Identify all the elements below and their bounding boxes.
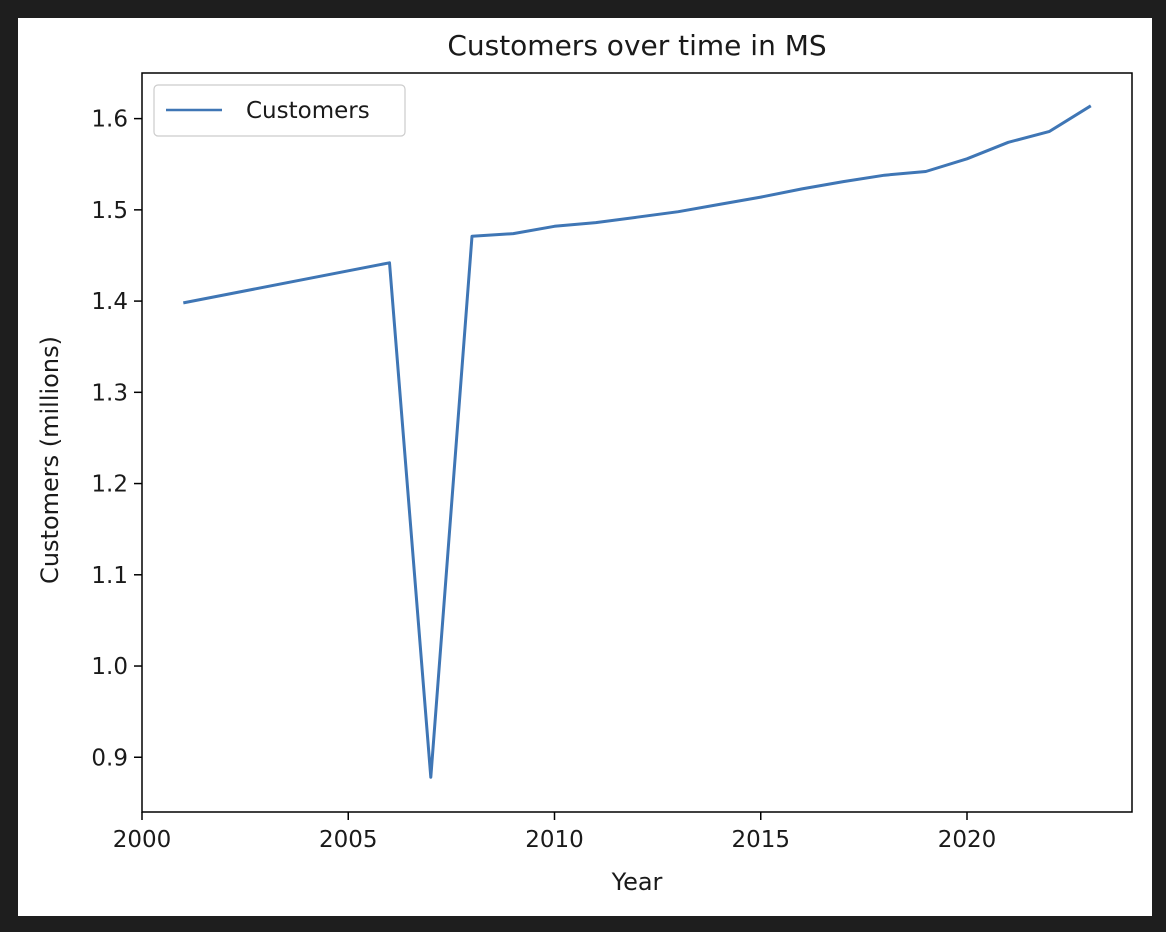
y-tick-label: 1.4: [91, 289, 128, 315]
chart-figure: Customers over time in MS 2000 2005 2010 20…: [18, 18, 1152, 916]
x-tick-label: 2005: [319, 827, 378, 853]
y-tick-label: 1.2: [91, 472, 128, 498]
legend: Customers: [153, 84, 406, 137]
legend-entry-customers: Customers: [246, 98, 370, 124]
x-tick-label: 2010: [525, 827, 584, 853]
series-line-customers: [183, 104, 1092, 779]
y-tick-label: 0.9: [91, 745, 128, 771]
x-tick-label: 2015: [731, 827, 790, 853]
x-axis-label: Year: [611, 868, 663, 896]
y-axis-label: Customers (millions): [36, 336, 64, 584]
y-tick-label: 1.0: [91, 654, 128, 680]
legend-box: [153, 84, 406, 137]
series-layer: [183, 104, 1092, 779]
y-axis: 0.9 1.0 1.1 1.2 1.3 1.4 1.5 1.6: [91, 107, 142, 771]
plot-area: [141, 72, 1133, 813]
y-tick-label: 1.5: [91, 198, 128, 224]
line-chart: Customers over time in MS 2000 2005 2010 20…: [36, 29, 1133, 896]
y-tick-label: 1.6: [91, 107, 128, 133]
x-tick-label: 2000: [113, 827, 172, 853]
y-tick-label: 1.1: [91, 563, 128, 589]
chart-title: Customers over time in MS: [447, 29, 826, 62]
x-axis: 2000 2005 2010 2015 2020: [113, 812, 997, 853]
y-tick-label: 1.3: [91, 380, 128, 406]
x-tick-label: 2020: [938, 827, 997, 853]
